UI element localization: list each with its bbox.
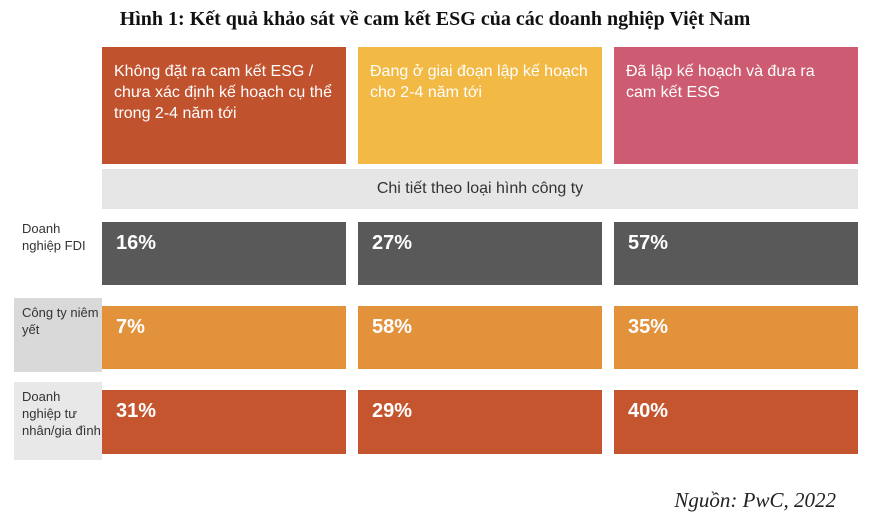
row-label-private-family: Doanh nghiệp tư nhân/gia đình [14,382,102,460]
figure-title: Hình 1: Kết quả khảo sát về cam kết ESG … [119,8,751,30]
cell-private-no-commitment: 31% [102,390,346,454]
source-caption: Nguồn: PwC, 2022 [674,488,836,512]
column-header-no-commitment: Không đặt ra cam kết ESG / chưa xác định… [102,47,346,164]
row-label-fdi: Doanh nghiệp FDI [14,214,102,288]
cell-private-committed: 40% [614,390,858,454]
cell-listed-no-commitment: 7% [102,306,346,369]
row-label-listed: Công ty niêm yết [14,298,102,372]
cell-fdi-committed: 57% [614,222,858,285]
cell-fdi-no-commitment: 16% [102,222,346,285]
detail-by-company-type-band: Chi tiết theo loại hình công ty [102,169,858,209]
cell-fdi-planning: 27% [358,222,602,285]
cell-listed-planning: 58% [358,306,602,369]
column-header-committed: Đã lập kế hoạch và đưa ra cam kết ESG [614,47,858,164]
cell-listed-committed: 35% [614,306,858,369]
cell-private-planning: 29% [358,390,602,454]
column-header-planning: Đang ở giai đoạn lập kế hoạch cho 2-4 nă… [358,47,602,164]
